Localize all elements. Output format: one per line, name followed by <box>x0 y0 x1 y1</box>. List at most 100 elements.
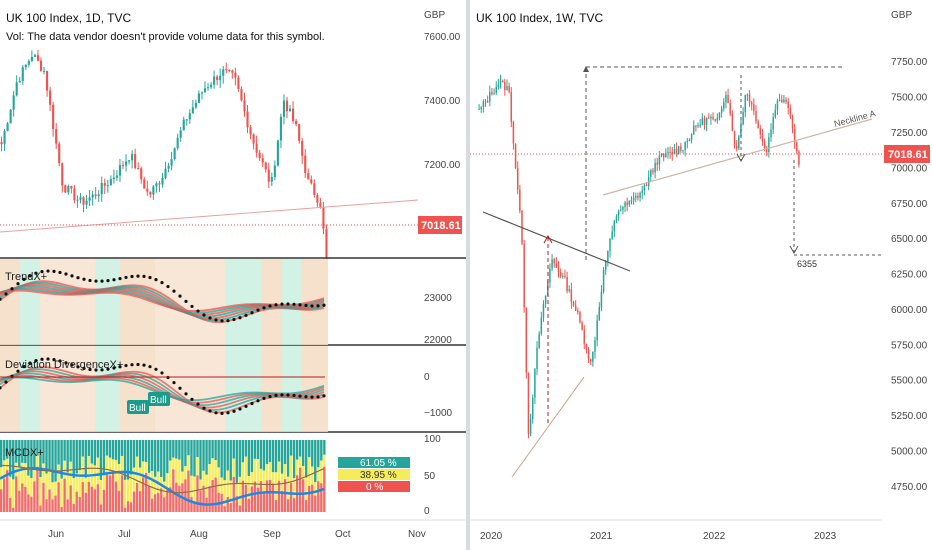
mcdx-bar-yellow <box>160 477 163 489</box>
mcdx-bar-red <box>151 498 154 512</box>
mcdx-bar-green <box>202 440 205 471</box>
mcdx-bar-yellow <box>298 456 302 468</box>
deviation-dot <box>34 359 38 363</box>
left-title: UK 100 Index, 1D, TVC <box>6 11 132 25</box>
trend-dot <box>250 311 254 315</box>
mcdx-bar-green <box>217 440 220 468</box>
mcdx-bar-yellow <box>311 466 314 485</box>
candle <box>622 206 624 210</box>
mcdx-bar-yellow <box>60 478 63 508</box>
right-time-axis[interactable] <box>470 520 882 550</box>
chart-divider[interactable] <box>466 0 470 550</box>
mcdx-bar-yellow <box>111 459 115 471</box>
mcdx-bar-red <box>172 469 175 512</box>
candle <box>30 56 33 62</box>
candle <box>615 215 618 222</box>
trend-zone <box>0 259 20 345</box>
trend-dot <box>172 289 176 293</box>
mcdx-bar-yellow <box>3 460 6 479</box>
deviation-zone <box>40 346 95 432</box>
mcdx-bar-yellow <box>256 459 260 488</box>
candle <box>279 116 282 141</box>
mcdx-bar-red <box>144 472 148 512</box>
arrow-up-icon <box>543 234 553 244</box>
candle <box>544 295 547 304</box>
mcdx-bar-yellow <box>196 457 199 476</box>
left-month-tick: Sep <box>263 529 281 540</box>
deviation-label: Deviation DivergenceX+ <box>5 359 123 371</box>
candle <box>639 192 641 198</box>
left-price-pane[interactable] <box>0 0 418 258</box>
trend-dot <box>22 277 26 281</box>
candle <box>316 194 319 203</box>
candle <box>64 185 67 193</box>
mcdx-bar-green <box>268 440 272 463</box>
mcdx-bar-red <box>69 485 72 512</box>
deviation-dot <box>274 393 278 397</box>
candle <box>146 188 149 192</box>
candle <box>103 183 106 186</box>
deviation-dot <box>52 358 56 362</box>
mcdx-bar-red <box>308 485 311 512</box>
left-time-axis[interactable] <box>0 520 466 550</box>
mcdx-reading-text: 61.05 % <box>360 458 397 469</box>
mcdx-bar-red <box>323 466 326 512</box>
candle <box>70 186 73 189</box>
candle <box>501 81 504 83</box>
candle <box>188 113 191 120</box>
mcdx-bar-green <box>232 440 235 459</box>
left-price-axis[interactable] <box>418 0 466 550</box>
right-price-tick: 7750.00 <box>891 57 928 68</box>
candle <box>482 101 485 108</box>
mcdx-bar-green <box>253 440 257 459</box>
candle <box>589 359 592 362</box>
left-month-tick: Aug <box>190 529 208 540</box>
mcdx-bar-green <box>151 440 154 471</box>
candle <box>690 134 693 140</box>
mcdx-bar-green <box>163 440 166 482</box>
candle <box>551 259 553 269</box>
mcdx-bar-green <box>54 440 57 482</box>
deviation-dot <box>70 363 74 367</box>
trend-dot <box>88 278 92 283</box>
neckline-b <box>482 211 631 272</box>
right-price-axis[interactable] <box>882 0 932 550</box>
mcdx-bar-red <box>102 489 106 512</box>
candle <box>555 263 558 268</box>
candle <box>647 176 650 187</box>
candle <box>46 70 49 91</box>
candle <box>516 168 519 190</box>
mcdx-bar-green <box>111 440 115 460</box>
mcdx-bar-red <box>232 476 235 512</box>
candle <box>140 168 143 180</box>
mcdx-bar-green <box>305 440 308 478</box>
mcdx-bar-green <box>193 440 196 477</box>
trend-dot <box>232 317 236 322</box>
mcdx-bar-red <box>317 481 320 512</box>
candle <box>73 188 76 201</box>
trend-dot <box>208 316 212 320</box>
candle <box>750 102 753 105</box>
mcdx-bar-green <box>298 440 302 457</box>
right-price-pane[interactable] <box>470 0 882 520</box>
mcdx-bar-red <box>138 491 142 512</box>
mcdx-bar-red <box>169 487 172 512</box>
mcdx-bar-yellow <box>235 482 238 497</box>
mcdx-bar-yellow <box>21 462 24 484</box>
candle <box>527 372 530 434</box>
candle <box>121 165 125 167</box>
mcdx-bar-green <box>117 440 121 465</box>
candle <box>701 118 704 125</box>
candle <box>9 109 12 124</box>
candle <box>677 146 680 154</box>
trend-zone <box>282 259 302 345</box>
mcdx-bar-green <box>262 440 266 471</box>
left-price-tick: 7600.00 <box>424 32 461 43</box>
candle <box>143 179 146 189</box>
mcdx-bar-red <box>190 497 193 512</box>
candle <box>665 153 667 158</box>
candle <box>158 183 161 185</box>
mcdx-bar-green <box>132 440 136 468</box>
mcdx-bar-yellow <box>205 474 208 498</box>
